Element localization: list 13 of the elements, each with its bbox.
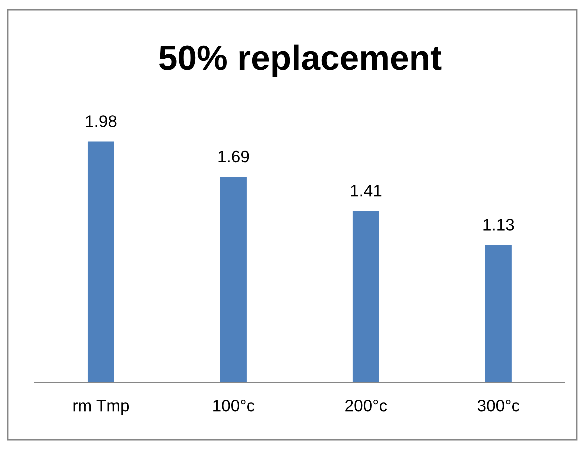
data-label: 1.13 [484, 219, 514, 231]
x-tick-label: rm Tmp [74, 400, 130, 416]
data-label: 1.98 [86, 116, 117, 128]
x-tick-label: 300°c [478, 400, 520, 412]
bar [220, 177, 247, 383]
x-tick-label: 100°c [214, 400, 255, 412]
bar [88, 142, 114, 383]
bar [352, 211, 380, 383]
x-tick-label: 200°c [346, 400, 388, 412]
bar [485, 245, 512, 383]
data-label: 1.41 [351, 185, 382, 197]
chart-title: 50% replacement [159, 44, 442, 78]
data-label: 1.69 [218, 150, 250, 163]
